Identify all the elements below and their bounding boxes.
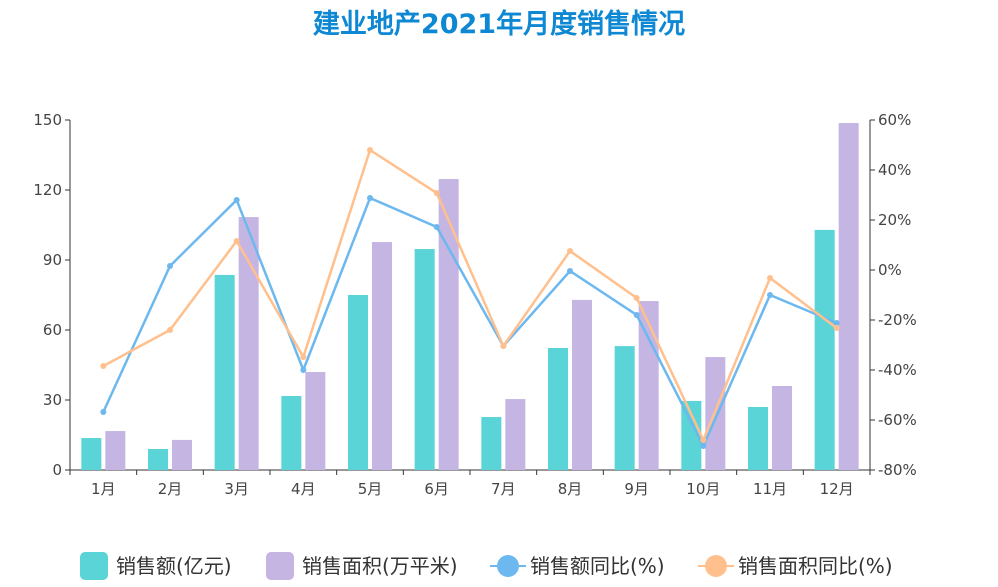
- bar-sales-amount: [414, 249, 435, 470]
- x-tick-label: 12月: [820, 480, 854, 498]
- left-tick-label: 90: [43, 251, 62, 269]
- line-point: [833, 320, 840, 326]
- line-point: [367, 147, 373, 153]
- legend-marker: [705, 555, 727, 577]
- x-tick-label: 6月: [424, 480, 449, 498]
- bar-sales-area: [505, 399, 526, 470]
- line-point: [167, 327, 173, 333]
- x-tick-label: 10月: [686, 480, 720, 498]
- bar-sales-area: [838, 123, 859, 471]
- right-tick-label: -20%: [878, 311, 917, 329]
- bar-sales-amount: [281, 396, 302, 470]
- bar-sales-area: [372, 242, 392, 470]
- line-point: [700, 437, 707, 443]
- legend-swatch: [80, 552, 108, 580]
- bar-sales-amount: [681, 400, 702, 470]
- bar-sales-amount: [348, 295, 368, 470]
- line-point: [300, 354, 307, 360]
- bar-sales-area: [305, 372, 326, 470]
- line-point: [833, 325, 840, 331]
- bar-sales-amount: [748, 407, 768, 470]
- line-point: [633, 295, 640, 301]
- x-tick-label: 7月: [491, 480, 516, 498]
- line-point: [367, 195, 373, 201]
- line-sales-amount-yoy: [102, 196, 838, 449]
- x-tick-label: 9月: [624, 480, 649, 498]
- bar-sales-amount: [814, 229, 835, 470]
- x-tick-label: 1月: [91, 480, 116, 498]
- right-tick-label: -60%: [878, 411, 917, 429]
- right-tick-label: -40%: [878, 361, 917, 379]
- legend-label: 销售面积(万平米): [302, 554, 458, 578]
- legend-label: 销售面积同比(%): [738, 554, 893, 578]
- line-point: [700, 443, 707, 449]
- right-tick-label: 60%: [878, 111, 911, 129]
- bar-sales-amount: [614, 346, 635, 470]
- line-point: [100, 409, 107, 415]
- bar-sales-area: [172, 439, 192, 470]
- chart-title: 建业地产2021年月度销售情况: [312, 9, 686, 40]
- right-tick-label: 40%: [878, 161, 911, 179]
- bar-sales-amount: [481, 417, 502, 470]
- line-point: [767, 275, 773, 281]
- bar-sales-amount: [148, 449, 168, 470]
- right-tick-label: 0%: [878, 261, 902, 279]
- bar-sales-amount: [548, 347, 568, 470]
- bar-sales-area: [572, 299, 592, 470]
- legend-label: 销售额(亿元): [116, 554, 232, 578]
- left-tick-label: 120: [33, 181, 62, 199]
- line-point: [167, 263, 173, 269]
- x-tick-label: 4月: [291, 480, 316, 498]
- left-tick-label: 0: [52, 461, 62, 479]
- line-point: [500, 343, 507, 349]
- line-point: [100, 363, 107, 369]
- line-point: [433, 190, 440, 196]
- bar-sales-area: [438, 179, 459, 471]
- line-point: [567, 248, 573, 254]
- line-point: [767, 292, 773, 298]
- left-tick-label: 30: [43, 391, 62, 409]
- left-tick-label: 60: [43, 321, 62, 339]
- x-tick-label: 8月: [558, 480, 583, 498]
- line-point: [300, 367, 307, 373]
- line-point: [233, 197, 240, 203]
- right-tick-label: -80%: [878, 461, 917, 479]
- left-tick-label: 150: [33, 111, 62, 129]
- line-point: [567, 268, 573, 274]
- x-tick-label: 5月: [358, 480, 383, 498]
- line-point: [633, 312, 640, 318]
- bar-sales-amount: [214, 274, 235, 470]
- x-tick-label: 3月: [224, 480, 249, 498]
- bar-sales-area: [638, 301, 659, 470]
- line-point: [233, 238, 240, 244]
- bar-sales-area: [105, 431, 126, 470]
- legend-label: 销售额同比(%): [530, 554, 665, 578]
- line-sales-area-yoy: [102, 148, 838, 444]
- bar-sales-area: [772, 386, 792, 470]
- legend-marker: [497, 555, 519, 577]
- line-point: [433, 224, 440, 230]
- bar-sales-amount: [81, 438, 102, 470]
- legend-swatch: [266, 552, 294, 580]
- x-tick-label: 11月: [753, 480, 787, 498]
- bar-sales-area: [238, 217, 259, 470]
- x-tick-label: 2月: [158, 480, 183, 498]
- right-tick-label: 20%: [878, 211, 911, 229]
